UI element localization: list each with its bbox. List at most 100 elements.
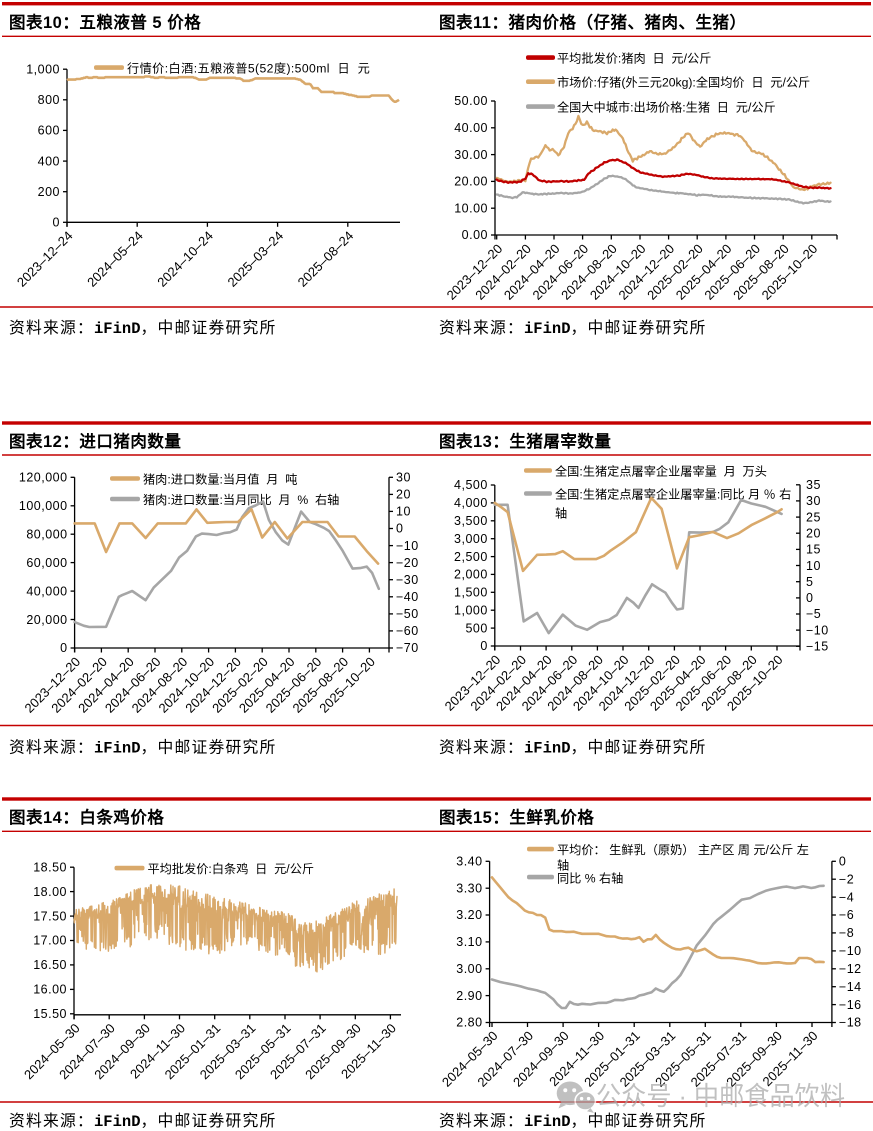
svg-text:−2: −2 xyxy=(839,872,854,886)
svg-text:3,500: 3,500 xyxy=(454,514,488,528)
svg-text:30: 30 xyxy=(806,494,821,508)
svg-text:120,000: 120,000 xyxy=(19,471,68,485)
svg-text:公众号 · 中邮食品饮料: 公众号 · 中邮食品饮料 xyxy=(596,1081,845,1111)
svg-text:−12: −12 xyxy=(839,962,862,976)
svg-text:17.50: 17.50 xyxy=(33,909,67,923)
svg-text:3.30: 3.30 xyxy=(456,881,482,895)
svg-text:2024–10–24: 2024–10–24 xyxy=(154,228,216,290)
svg-text:35: 35 xyxy=(806,478,821,492)
svg-text:图表14：白条鸡价格: 图表14：白条鸡价格 xyxy=(9,807,164,827)
svg-text:−5: −5 xyxy=(806,607,821,621)
svg-text:0: 0 xyxy=(839,855,846,869)
svg-text:−40: −40 xyxy=(396,590,419,604)
svg-text:−4: −4 xyxy=(839,890,854,904)
svg-text:0: 0 xyxy=(53,216,60,230)
svg-text:400: 400 xyxy=(38,154,60,168)
svg-text:轴: 轴 xyxy=(557,858,569,873)
svg-text:1,000: 1,000 xyxy=(26,62,60,76)
svg-text:图表13：生猪屠宰数量: 图表13：生猪屠宰数量 xyxy=(439,431,611,451)
svg-text:30.00: 30.00 xyxy=(454,148,488,162)
svg-text:0: 0 xyxy=(480,639,487,653)
svg-text:100,000: 100,000 xyxy=(19,499,68,513)
svg-text:猪肉:进口数量:当月值 月 吨: 猪肉:进口数量:当月值 月 吨 xyxy=(143,471,297,486)
svg-text:18.50: 18.50 xyxy=(33,860,67,874)
svg-text:资料来源：iFinD，中邮证券研究所: 资料来源：iFinD，中邮证券研究所 xyxy=(439,739,707,758)
svg-text:资料来源：iFinD，中邮证券研究所: 资料来源：iFinD，中邮证券研究所 xyxy=(439,1112,707,1131)
svg-text:资料来源：iFinD，中邮证券研究所: 资料来源：iFinD，中邮证券研究所 xyxy=(439,319,707,338)
svg-text:平均批发价:白条鸡 日 元/公斤: 平均批发价:白条鸡 日 元/公斤 xyxy=(148,861,315,876)
svg-text:1,000: 1,000 xyxy=(454,603,488,617)
svg-text:−10: −10 xyxy=(396,539,419,553)
svg-text:20: 20 xyxy=(396,488,411,502)
svg-text:−6: −6 xyxy=(839,908,854,922)
svg-text:16.00: 16.00 xyxy=(33,983,67,997)
svg-text:20.00: 20.00 xyxy=(454,175,488,189)
svg-text:−15: −15 xyxy=(806,640,829,654)
svg-text:2023–12–24: 2023–12–24 xyxy=(14,228,76,290)
svg-text:轴: 轴 xyxy=(555,505,567,520)
svg-text:全国大中城市:出场价格:生猪 日 元/公斤: 全国大中城市:出场价格:生猪 日 元/公斤 xyxy=(557,99,776,114)
svg-text:30: 30 xyxy=(396,471,411,485)
svg-text:18.00: 18.00 xyxy=(33,885,67,899)
svg-text:市场价:仔猪(外三元20kg):全国均价 日 元/公斤: 市场价:仔猪(外三元20kg):全国均价 日 元/公斤 xyxy=(557,74,810,89)
svg-text:−30: −30 xyxy=(396,573,419,587)
svg-text:−50: −50 xyxy=(396,607,419,621)
svg-text:3.10: 3.10 xyxy=(456,935,482,949)
svg-text:4,000: 4,000 xyxy=(454,496,488,510)
svg-text:600: 600 xyxy=(38,124,60,138)
svg-text:15.50: 15.50 xyxy=(33,1007,67,1021)
svg-text:16.50: 16.50 xyxy=(33,958,67,972)
svg-text:80,000: 80,000 xyxy=(26,527,67,541)
svg-text:2,500: 2,500 xyxy=(454,550,488,564)
svg-text:2.90: 2.90 xyxy=(456,989,482,1003)
svg-text:−10: −10 xyxy=(806,623,829,637)
svg-text:20,000: 20,000 xyxy=(26,613,67,627)
svg-text:图表15：生鲜乳价格: 图表15：生鲜乳价格 xyxy=(439,807,594,827)
svg-text:−8: −8 xyxy=(839,926,854,940)
svg-text:全国:生猪定点屠宰企业屠宰量:同比 月 ％ 右: 全国:生猪定点屠宰企业屠宰量:同比 月 ％ 右 xyxy=(555,486,791,501)
svg-text:行情价:白酒:五粮液普5(52度):500ml 日 元: 行情价:白酒:五粮液普5(52度):500ml 日 元 xyxy=(127,61,370,76)
svg-text:−20: −20 xyxy=(396,556,419,570)
svg-text:平均价： 生鲜乳（原奶） 主产区 周 元/公斤 左: 平均价： 生鲜乳（原奶） 主产区 周 元/公斤 左 xyxy=(557,842,809,857)
svg-text:60,000: 60,000 xyxy=(26,556,67,570)
svg-text:200: 200 xyxy=(38,185,60,199)
svg-text:0.00: 0.00 xyxy=(462,228,488,242)
svg-text:17.00: 17.00 xyxy=(33,934,67,948)
svg-text:平均批发价:猪肉 日 元/公斤: 平均批发价:猪肉 日 元/公斤 xyxy=(557,50,711,65)
svg-text:0: 0 xyxy=(806,591,813,605)
svg-text:图表10：五粮液普 5 价格: 图表10：五粮液普 5 价格 xyxy=(9,12,201,32)
svg-text:同比 % 右轴: 同比 % 右轴 xyxy=(557,871,623,886)
svg-text:40,000: 40,000 xyxy=(26,584,67,598)
svg-text:−16: −16 xyxy=(839,998,862,1012)
svg-text:图表12：进口猪肉数量: 图表12：进口猪肉数量 xyxy=(9,431,181,451)
svg-text:3.40: 3.40 xyxy=(456,855,482,869)
svg-text:全国:生猪定点屠宰企业屠宰量 月 万头: 全国:生猪定点屠宰企业屠宰量 月 万头 xyxy=(555,463,767,478)
svg-text:资料来源：iFinD，中邮证券研究所: 资料来源：iFinD，中邮证券研究所 xyxy=(9,739,277,758)
svg-text:图表11：猪肉价格（仔猪、猪肉、生猪）: 图表11：猪肉价格（仔猪、猪肉、生猪） xyxy=(439,12,746,32)
svg-text:15: 15 xyxy=(806,543,821,557)
svg-text:10.00: 10.00 xyxy=(454,201,488,215)
svg-text:2025–03–24: 2025–03–24 xyxy=(224,228,286,290)
svg-text:25: 25 xyxy=(806,510,821,524)
svg-text:资料来源：iFinD，中邮证券研究所: 资料来源：iFinD，中邮证券研究所 xyxy=(9,1112,277,1131)
svg-text:800: 800 xyxy=(38,93,60,107)
svg-text:3.00: 3.00 xyxy=(456,962,482,976)
svg-text:1,500: 1,500 xyxy=(454,586,488,600)
svg-text:猪肉:进口数量:当月同比 月 % 右轴: 猪肉:进口数量:当月同比 月 % 右轴 xyxy=(143,492,339,507)
svg-text:40.00: 40.00 xyxy=(454,121,488,135)
svg-text:20: 20 xyxy=(806,527,821,541)
svg-text:−60: −60 xyxy=(396,624,419,638)
svg-text:3.20: 3.20 xyxy=(456,908,482,922)
svg-text:−18: −18 xyxy=(839,1016,862,1030)
svg-text:−14: −14 xyxy=(839,980,862,994)
svg-text:10: 10 xyxy=(396,505,411,519)
svg-text:2.80: 2.80 xyxy=(456,1016,482,1030)
svg-text:500: 500 xyxy=(465,621,487,635)
svg-text:−70: −70 xyxy=(396,641,419,655)
svg-text:3,000: 3,000 xyxy=(454,532,488,546)
svg-text:4,500: 4,500 xyxy=(454,478,488,492)
svg-text:5: 5 xyxy=(806,575,813,589)
svg-text:2024–05–24: 2024–05–24 xyxy=(84,228,146,290)
svg-text:资料来源：iFinD，中邮证券研究所: 资料来源：iFinD，中邮证券研究所 xyxy=(9,319,277,338)
svg-text:10: 10 xyxy=(806,559,821,573)
